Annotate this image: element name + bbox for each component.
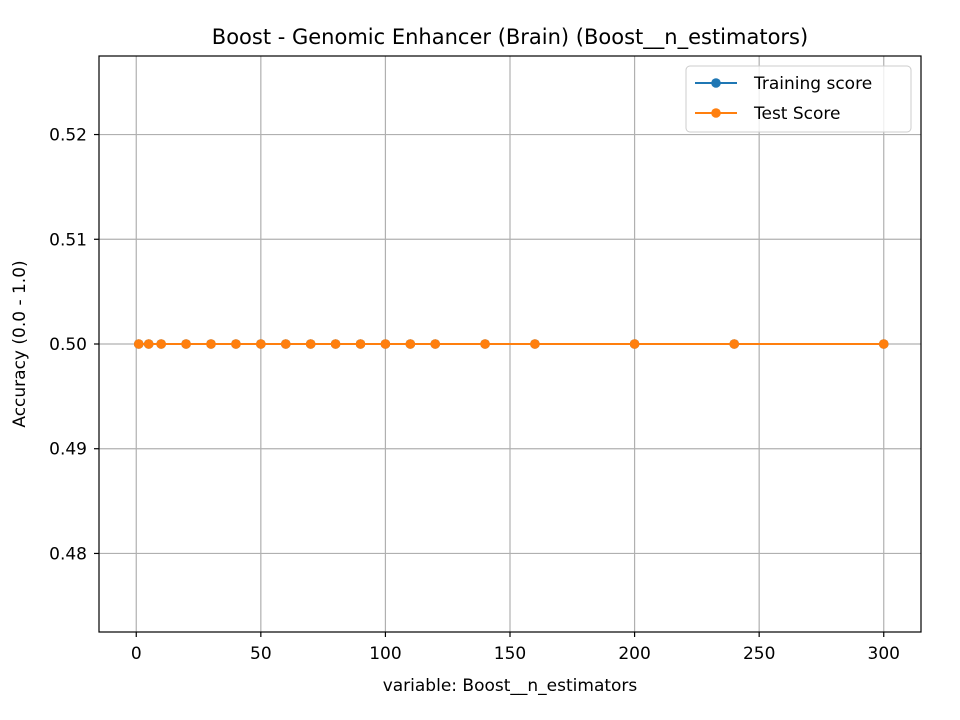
data-point [280,339,291,349]
legend: Training score Test Score [685,65,912,133]
data-point [629,339,640,349]
legend-item: Test Score [695,104,841,124]
x-tick-label: 200 [618,644,650,664]
data-point [355,339,366,349]
x-tick-label: 300 [868,644,900,664]
legend-marker [711,108,721,118]
data-point [181,339,191,349]
data-point [878,339,889,349]
data-point [729,339,740,349]
x-tick-label: 100 [369,644,401,664]
legend-label: Training score [753,74,872,94]
ticks: 0 50 100 150 200 250 300 0.48 0.49 0.50 0.51 0.52 [49,126,900,664]
data-point [143,339,154,349]
x-tick-label: 0 [131,644,142,664]
data-point [133,339,144,349]
data-point [305,339,316,349]
y-tick-label: 0.50 [49,335,87,355]
data-point [480,339,490,349]
y-tick-label: 0.49 [49,440,87,460]
data-point [530,339,540,349]
y-tick-label: 0.48 [49,544,87,564]
data-point [156,339,166,349]
x-tick-label: 250 [743,644,775,664]
series-layer [133,339,889,349]
legend-item: Training score [695,74,872,94]
x-tick-label: 50 [250,644,272,664]
data-point [330,339,341,349]
y-tick-label: 0.52 [49,126,87,146]
legend-label: Test Score [753,104,841,124]
chart-title: Boost - Genomic Enhancer (Brain) (Boost_… [212,25,808,50]
series-1 [133,339,889,349]
x-tick-label: 150 [494,644,526,664]
data-point [206,339,216,349]
legend-marker [711,78,721,88]
data-point [231,339,241,349]
legend-box [685,65,912,133]
y-axis-label: Accuracy (0.0 - 1.0) [10,260,30,427]
data-point [405,339,416,349]
data-point [430,339,441,349]
data-point [380,339,391,349]
x-axis-label: variable: Boost__n_estimators [383,676,638,696]
data-point [256,339,266,349]
y-tick-label: 0.51 [49,230,87,250]
